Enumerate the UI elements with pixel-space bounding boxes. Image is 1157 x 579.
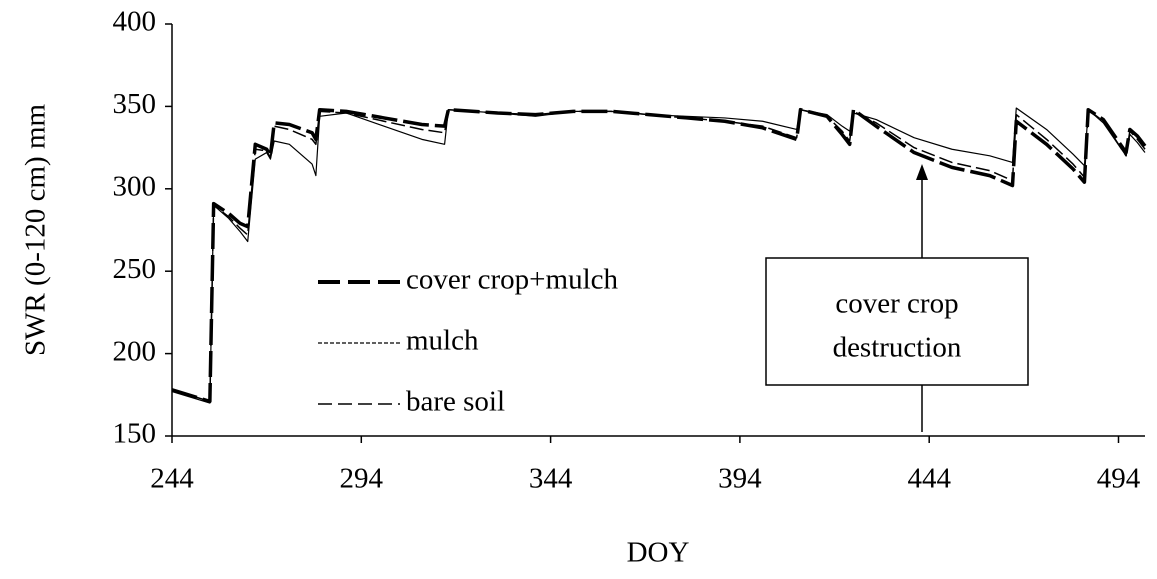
x-tick-label: 294 bbox=[340, 463, 384, 495]
legend-label: cover crop+mulch bbox=[406, 264, 619, 296]
x-tick-label: 394 bbox=[718, 463, 762, 495]
y-tick-label: 350 bbox=[113, 88, 157, 120]
y-tick-label: 400 bbox=[113, 6, 157, 38]
legend-label: mulch bbox=[406, 325, 479, 357]
x-tick-label: 244 bbox=[150, 463, 194, 495]
plot-area: 150 200 250 300 350 400 244 294 344 394 444 494 cove… bbox=[113, 6, 1147, 495]
x-axis-title: DOY bbox=[627, 537, 690, 569]
annotation-text: cover crop bbox=[835, 288, 958, 320]
y-tick-label: 300 bbox=[113, 170, 157, 202]
legend-label: bare soil bbox=[406, 386, 505, 418]
annotation-box bbox=[765, 257, 1029, 386]
x-tick-label: 494 bbox=[1097, 463, 1141, 495]
series-line bbox=[171, 107, 1147, 404]
annotation-text: destruction bbox=[833, 332, 962, 364]
x-tick-label: 444 bbox=[907, 463, 951, 495]
arrow-head bbox=[916, 164, 928, 180]
y-tick-label: 150 bbox=[113, 418, 157, 450]
y-axis-title: SWR (0-120 cm) mm bbox=[20, 104, 52, 357]
x-tick-label: 344 bbox=[529, 463, 573, 495]
y-tick-label: 200 bbox=[113, 335, 157, 367]
y-tick-label: 250 bbox=[113, 253, 157, 285]
